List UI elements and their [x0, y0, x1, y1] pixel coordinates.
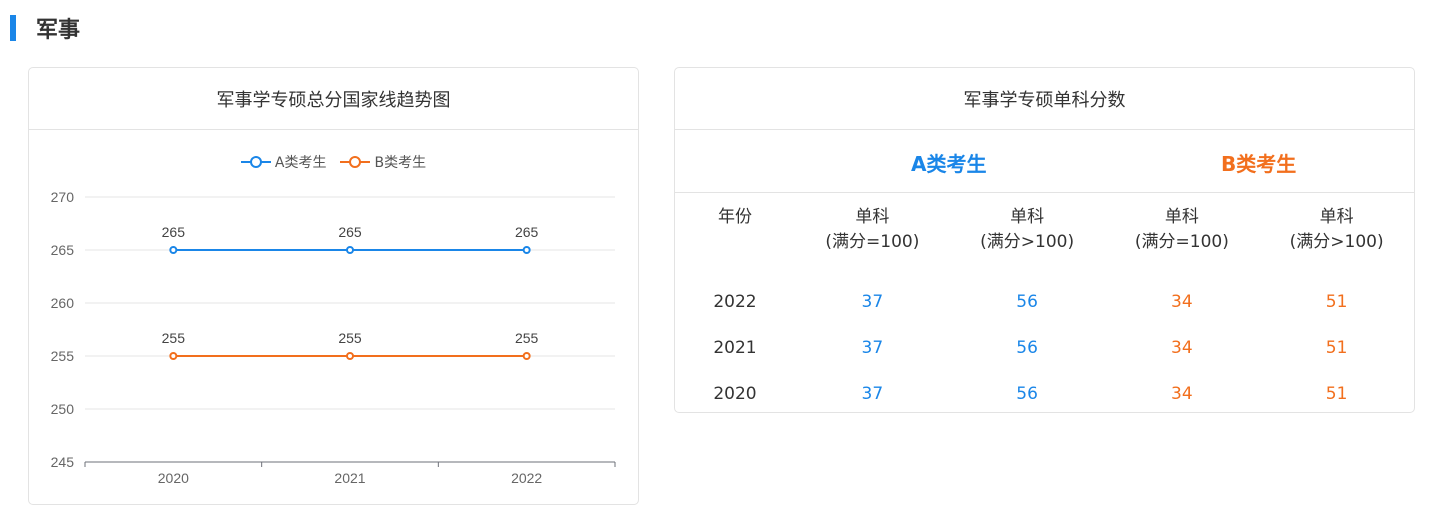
- cell-year: 2020: [713, 384, 757, 404]
- y-tick-label: 255: [51, 348, 75, 364]
- cell-b-over100: 51: [1325, 338, 1348, 358]
- scores-table: 年份 单科 (满分=100) 单科 (满分>100) 单科 (满分=100) 单科 (满…: [675, 205, 1414, 417]
- x-tick-label: 2021: [334, 470, 365, 486]
- cell-b-over100: 51: [1325, 292, 1348, 312]
- header-b-100: 单科 (满分=100): [1105, 205, 1260, 279]
- data-point: [346, 246, 354, 254]
- cell-a-100: 37: [861, 338, 884, 358]
- y-tick-label: 250: [51, 401, 75, 417]
- data-point: [522, 246, 531, 254]
- data-point: [522, 352, 531, 360]
- data-point: [169, 352, 178, 360]
- cell-b-over100: 51: [1325, 384, 1348, 404]
- cell-b-100: 34: [1171, 384, 1193, 404]
- table-row: 2020 37 56 34 51: [675, 371, 1414, 417]
- header-a-100-line2: (满分=100): [825, 232, 920, 252]
- y-tick-label: 265: [51, 242, 75, 258]
- header-a-over100-line1: 单科: [1010, 207, 1045, 227]
- cell-b-100: 34: [1171, 338, 1193, 358]
- header-b-over100-line2: (满分>100): [1289, 232, 1384, 252]
- cell-a-100: 37: [861, 292, 884, 312]
- legend-item-b[interactable]: B类考生: [340, 152, 426, 172]
- table-row: 2021 37 56 34 51: [675, 325, 1414, 371]
- header-b-100-line1: 单科: [1164, 207, 1199, 227]
- line-chart: 245 250 255 260 265 270 2020 2021 2022 265 265 265 2…: [51, 189, 616, 486]
- header-year: 年份: [718, 207, 752, 227]
- chart-legend: A类考生 B类考生: [29, 152, 638, 172]
- data-label: 255: [515, 330, 539, 346]
- header-a-100-line1: 单科: [855, 207, 890, 227]
- cell-year: 2021: [713, 338, 757, 358]
- header-b-over100: 单科 (满分>100): [1259, 205, 1414, 279]
- trend-chart-title: 军事学专硕总分国家线趋势图: [29, 68, 638, 130]
- data-label: 265: [515, 224, 539, 240]
- header-a-over100-line2: (满分>100): [980, 232, 1075, 252]
- trend-chart-card: 军事学专硕总分国家线趋势图 A类考生 B类考生 245 250 255 260 265 2…: [28, 67, 639, 505]
- header-b-100-line2: (满分=100): [1134, 232, 1229, 252]
- group-header-row: A类考生 B类考生: [675, 130, 1414, 193]
- cell-a-100: 37: [861, 384, 884, 404]
- cell-a-over100: 56: [1016, 338, 1038, 358]
- section-accent-bar: [10, 15, 16, 41]
- scores-title: 军事学专硕单科分数: [675, 68, 1414, 130]
- group-label-b: B类考生: [1221, 152, 1297, 176]
- y-tick-label: 245: [51, 454, 75, 470]
- table-header-row: 年份 单科 (满分=100) 单科 (满分>100) 单科 (满分=100) 单科 (满…: [675, 205, 1414, 279]
- cell-year: 2022: [713, 292, 757, 312]
- header-a-over100: 单科 (满分>100): [950, 205, 1105, 279]
- legend-label-a: A类考生: [274, 155, 327, 171]
- data-label: 255: [338, 330, 362, 346]
- table-row: 2022 37 56 34 51: [675, 279, 1414, 325]
- y-tick-label: 270: [51, 189, 75, 205]
- data-label: 255: [162, 330, 186, 346]
- legend-line-a-icon: [240, 156, 271, 168]
- data-label: 265: [162, 224, 186, 240]
- data-point: [169, 246, 178, 254]
- cell-a-over100: 56: [1016, 292, 1038, 312]
- x-tick-label: 2022: [511, 470, 542, 486]
- legend-label-b: B类考生: [374, 155, 427, 171]
- scores-card: 军事学专硕单科分数 A类考生 B类考生 年份 单科 (满分=100) 单科 (满分>…: [674, 67, 1415, 413]
- cell-a-over100: 56: [1016, 384, 1038, 404]
- header-b-over100-line1: 单科: [1319, 207, 1354, 227]
- legend-line-b-icon: [340, 156, 371, 168]
- section-title: 军事: [36, 18, 81, 43]
- cell-b-100: 34: [1171, 292, 1193, 312]
- header-a-100: 单科 (满分=100): [795, 205, 950, 279]
- group-label-a: A类考生: [911, 152, 987, 176]
- data-label: 265: [338, 224, 362, 240]
- data-point: [346, 352, 354, 360]
- y-tick-label: 260: [51, 295, 75, 311]
- legend-item-a[interactable]: A类考生: [240, 152, 327, 172]
- section-heading: 军事: [10, 14, 81, 43]
- x-tick-label: 2020: [158, 470, 189, 486]
